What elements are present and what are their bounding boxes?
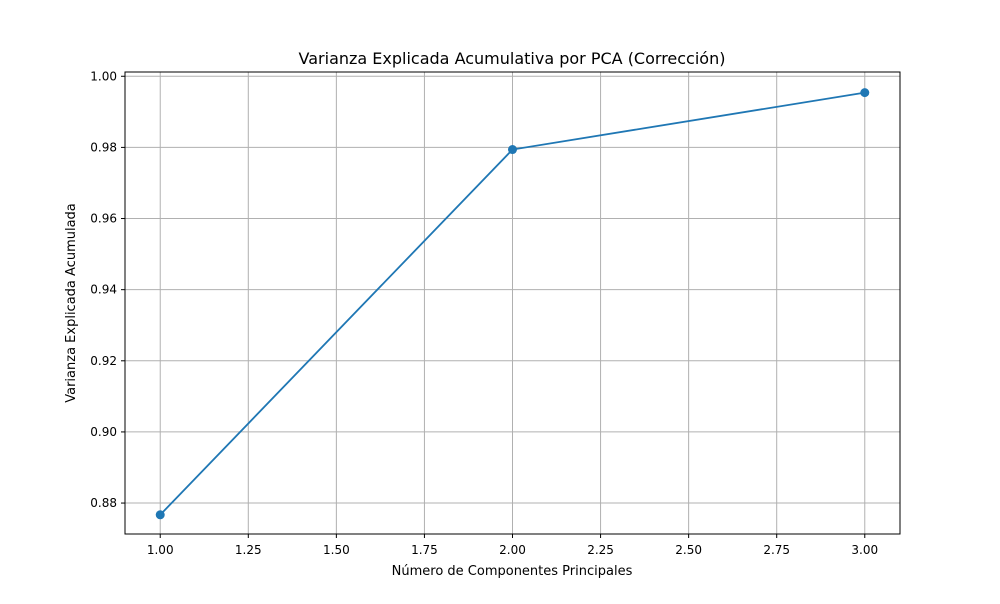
x-axis-label: Número de Componentes Principales (392, 564, 633, 579)
y-tick-label: 0.90 (90, 425, 117, 439)
x-tick-label: 3.00 (851, 543, 878, 557)
x-tick-label: 2.00 (499, 543, 526, 557)
y-tick-label: 0.88 (90, 496, 117, 510)
y-tick-label: 0.98 (90, 140, 117, 154)
data-point-marker (860, 88, 870, 98)
x-tick-label: 1.50 (323, 543, 350, 557)
chart-title: Varianza Explicada Acumulativa por PCA (… (299, 49, 726, 68)
x-tick-label: 2.50 (675, 543, 702, 557)
series-layer (155, 88, 870, 520)
y-tick-label: 1.00 (90, 69, 117, 83)
data-point-marker (508, 145, 517, 155)
x-tick-label: 1.00 (147, 543, 174, 557)
y-tick-label: 0.94 (90, 283, 117, 297)
x-tick-label: 2.75 (763, 543, 790, 557)
data-point-marker (155, 510, 165, 520)
y-tick-label: 0.92 (90, 354, 117, 368)
x-tick-label: 1.25 (235, 543, 262, 557)
y-tick-label: 0.96 (90, 212, 117, 226)
plot-frame (124, 71, 901, 535)
x-tick-label: 1.75 (411, 543, 438, 557)
y-axis-label: Varianza Explicada Acumulada (64, 203, 79, 403)
grid-layer (125, 72, 900, 534)
tick-layer: 1.00 1.25 1.50 1.75 2.00 2.25 2.50 2.75 3.00 0.88… (90, 69, 878, 557)
x-tick-label: 2.25 (587, 543, 614, 557)
